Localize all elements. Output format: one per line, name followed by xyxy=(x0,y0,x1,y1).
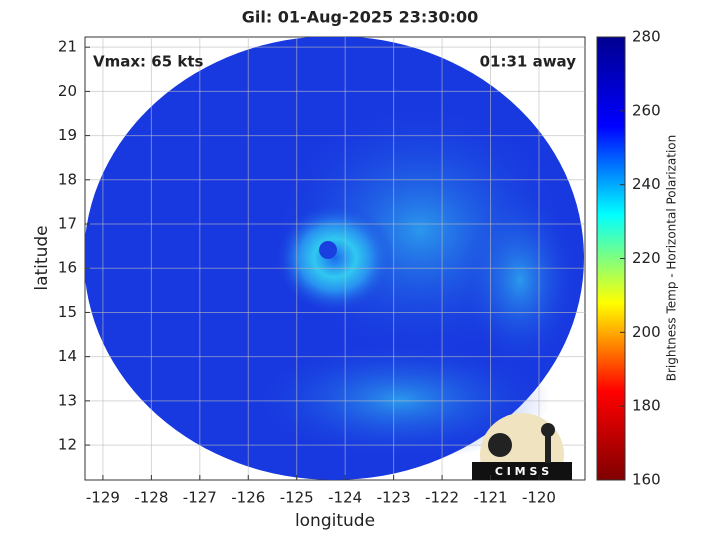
colorbar-label: Brightness Temp - Horizontal Polarizatio… xyxy=(665,135,679,382)
annotation: Vmax: 65 kts xyxy=(93,53,203,71)
colorbar-tick-label: 160 xyxy=(632,471,661,489)
colorbar-tick-label: 240 xyxy=(632,175,661,193)
x-tick-label: -121 xyxy=(473,489,507,507)
y-tick-label: 18 xyxy=(58,170,77,188)
y-tick-label: 20 xyxy=(58,82,77,100)
x-tick-label: -122 xyxy=(425,489,459,507)
y-tick-label: 21 xyxy=(58,38,77,56)
swath-image xyxy=(85,37,584,480)
x-tick-label: -120 xyxy=(522,489,556,507)
x-tick-label: -127 xyxy=(183,489,217,507)
y-tick-label: 17 xyxy=(58,215,77,233)
y-tick-label: 15 xyxy=(58,303,77,321)
x-tick-label: -128 xyxy=(134,489,168,507)
x-axis-label: longitude xyxy=(295,511,375,531)
annotation: 01:31 away xyxy=(480,53,577,71)
chart-title: Gil: 01-Aug-2025 23:30:00 xyxy=(242,8,479,27)
x-tick-label: -126 xyxy=(231,489,265,507)
x-tick-label: -123 xyxy=(377,489,411,507)
y-tick-label: 14 xyxy=(58,347,77,365)
x-tick-label: -124 xyxy=(328,489,362,507)
colorbar-tick-label: 280 xyxy=(632,28,661,46)
x-tick-label: -125 xyxy=(280,489,314,507)
logo-text: C I M S S xyxy=(495,465,549,478)
colorbar-tick-label: 200 xyxy=(632,323,661,341)
x-tick-label: -129 xyxy=(86,489,120,507)
colorbar-tick-label: 220 xyxy=(632,249,661,267)
colorbar-tick-label: 260 xyxy=(632,101,661,119)
y-tick-label: 13 xyxy=(58,391,77,409)
colorbar-tick-label: 180 xyxy=(632,397,661,415)
y-tick-label: 12 xyxy=(58,436,77,454)
y-tick-label: 16 xyxy=(58,259,77,277)
y-tick-label: 19 xyxy=(58,126,77,144)
y-axis-label: latitude xyxy=(32,225,52,290)
logo: C I M S S xyxy=(472,413,572,480)
